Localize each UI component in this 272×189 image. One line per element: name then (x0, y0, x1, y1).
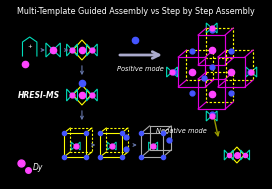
Text: HRESI-MS: HRESI-MS (18, 91, 60, 99)
Text: Positive mode: Positive mode (117, 66, 164, 72)
Text: +: + (27, 44, 32, 50)
Text: Multi-Template Guided Assembly νs Step by Step Assembly: Multi-Template Guided Assembly νs Step b… (17, 7, 255, 16)
Text: Dy: Dy (33, 163, 44, 171)
Text: Negative mode: Negative mode (156, 128, 207, 134)
